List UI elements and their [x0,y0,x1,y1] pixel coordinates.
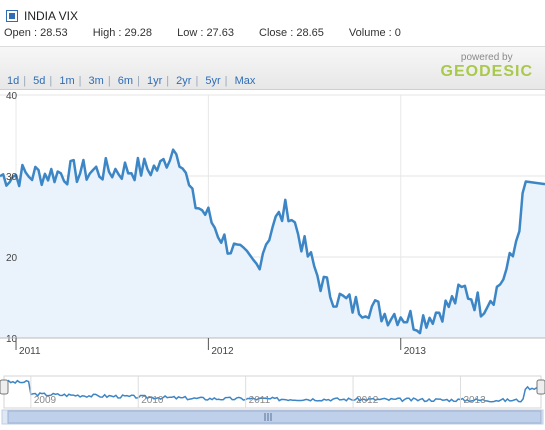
stat-low: Low : 27.63 [177,27,234,39]
range-2yr-button[interactable]: 2yr [176,75,192,87]
navigator-tick-label: 2013 [463,395,486,406]
stat-open: Open : 28.53 [4,27,68,39]
range-max-button[interactable]: Max [234,75,256,87]
series-title: INDIA VIX [24,9,79,23]
y-tick-label: 30 [6,172,18,183]
stat-open-label: Open [4,27,31,39]
stat-volume-value: 0 [394,27,401,39]
navigator-tick-label: 2009 [34,395,57,406]
range-buttons: 1d | 5d | 1m | 3m | 6m | 1yr | 2yr | 5yr | Max [3,75,259,87]
chart-header: INDIA VIX [0,0,545,26]
range-handle-right-icon[interactable] [536,379,545,395]
x-tick-label: 2011 [19,346,41,357]
series-legend-swatch [9,13,15,19]
range-6m-button[interactable]: 6m [117,75,134,87]
range-toolbar: 1d | 5d | 1m | 3m | 6m | 1yr | 2yr | 5yr | Max p… [0,46,545,90]
y-tick-label: 10 [6,334,18,345]
stat-high-label: High [92,27,116,39]
range-5yr-button[interactable]: 5yr [205,75,221,87]
navigator-tick-label: 2010 [141,395,164,406]
stat-open-value: 28.53 [40,27,68,39]
stat-low-label: Low [177,27,198,39]
main-chart[interactable]: 10 20 30 40 2011 2012 2013 [0,90,545,360]
brand-logo-text: GEODESIC [440,63,533,80]
stat-close: Close : 28.65 [259,27,324,39]
scrollbar-thumb[interactable] [7,410,542,424]
range-handle-left-icon[interactable] [0,379,9,395]
stat-close-label: Close [259,27,288,39]
ohlc-stats: Open : 28.53 High : 29.28 Low : 27.63 Cl… [4,27,423,41]
navigator-tick-label: 2011 [249,395,271,406]
area-series [0,148,545,338]
stat-high-value: 29.28 [124,27,153,39]
x-axis-ticks: 2011 2012 2013 [0,337,545,357]
stat-high: High : 29.28 [92,27,153,39]
range-1yr-button[interactable]: 1yr [146,75,163,87]
powered-by-text: powered by [460,52,513,63]
x-tick-label: 2013 [404,346,427,357]
x-tick-label: 2012 [211,346,234,357]
range-1d-button[interactable]: 1d [7,75,20,87]
stat-low-value: 27.63 [206,27,234,39]
series-legend-icon[interactable] [6,10,18,22]
navigator-line [3,379,542,403]
stat-volume-label: Volume [348,27,386,39]
navigator-chart[interactable]: 2009 2010 2011 2012 2013 [0,372,545,430]
powered-by-logo[interactable]: powered by GEODESIC [441,53,533,81]
y-tick-label: 20 [6,253,18,264]
stat-volume: Volume : 0 [348,27,401,39]
navigator-tick-label: 2012 [356,395,379,406]
y-tick-label: 40 [6,91,18,102]
scroll-grip-icon[interactable] [264,413,272,421]
navigator-ticks: 2009 2010 2011 2012 2013 [30,376,486,408]
stat-close-value: 28.65 [296,27,324,39]
navigator-series [3,379,542,403]
y-axis-ticks: 10 20 30 40 [6,91,18,345]
range-1m-button[interactable]: 1m [59,75,75,87]
area-fill [0,149,545,338]
range-3m-button[interactable]: 3m [88,75,104,87]
series-line[interactable] [0,148,545,335]
range-5d-button[interactable]: 5d [33,75,46,87]
